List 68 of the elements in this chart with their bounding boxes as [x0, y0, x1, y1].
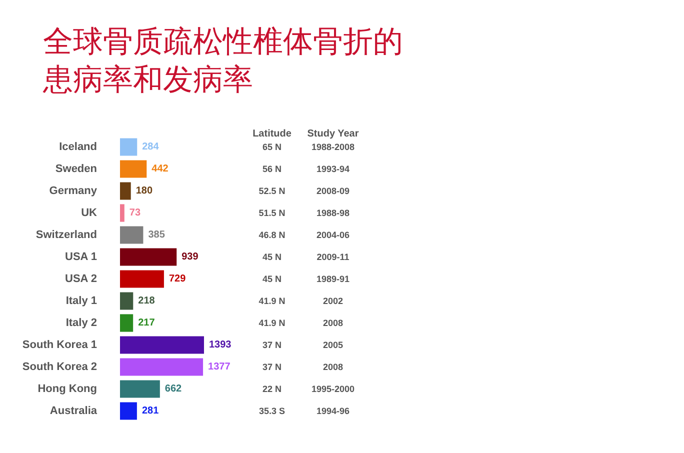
text: 1994-96 [316, 406, 350, 416]
text: 45 N [262, 274, 282, 284]
text: 65 N [262, 142, 282, 152]
y-tick-label: USA 2 [65, 273, 97, 285]
text: 2002 [322, 296, 344, 306]
text: 1993-94 [316, 164, 350, 174]
bar [120, 336, 204, 354]
data-label: 442 [152, 164, 169, 174]
data-label: 1393 [209, 340, 232, 350]
data-label: 218 [138, 296, 156, 306]
text: 2008 [322, 362, 344, 372]
y-tick-label: South Korea 2 [22, 361, 97, 373]
text: 2008 [322, 318, 344, 328]
text: 2004-06 [316, 230, 350, 240]
bar [120, 270, 164, 288]
bar [120, 292, 134, 310]
text: Latitude [252, 128, 292, 140]
y-tick-label: Sweden [55, 163, 98, 175]
data-label: 284 [142, 142, 160, 152]
text: 46.8 N [258, 230, 286, 240]
text: 52.5 N [258, 186, 286, 196]
data-label: 281 [142, 406, 160, 416]
y-tick-label: USA 1 [65, 251, 97, 263]
data-label: 385 [148, 230, 166, 240]
data-label: 73 [129, 208, 141, 218]
text: 1995-2000 [311, 384, 355, 394]
y-tick-label: Italy 2 [66, 317, 97, 329]
y-tick-label: Hong Kong [38, 383, 97, 395]
data-label: 217 [138, 318, 156, 328]
text: 41.9 N [258, 296, 286, 306]
text: 2005 [322, 340, 344, 350]
bar [120, 380, 160, 398]
y-tick-label: South Korea 1 [22, 339, 97, 351]
text: 45 N [262, 252, 282, 262]
text: 22 N [262, 384, 282, 394]
text: 41.9 N [258, 318, 286, 328]
text: 37 N [262, 340, 282, 350]
y-tick-label: UK [81, 207, 98, 219]
data-label: 1377 [208, 362, 231, 372]
y-tick-label: Iceland [59, 141, 97, 153]
y-tick-label: Australia [50, 405, 98, 417]
chart-title: 全球骨质疏松性椎体骨折的患病率和发病率 [42, 24, 403, 98]
text: 1988-2008 [311, 142, 355, 152]
text: 35.3 S [258, 406, 286, 416]
y-tick-label: Germany [49, 185, 98, 197]
bar [120, 138, 138, 156]
text: 2009-11 [316, 252, 350, 262]
bar [120, 204, 124, 222]
text: 37 N [262, 362, 282, 372]
data-label: 729 [168, 274, 186, 284]
bar [120, 248, 177, 266]
bar [120, 160, 147, 178]
text: 56 N [262, 164, 282, 174]
y-tick-label: Switzerland [36, 229, 97, 241]
y-tick-label: Italy 1 [66, 295, 97, 307]
bar [120, 358, 204, 376]
data-label: 662 [164, 384, 182, 394]
text: 1988-98 [316, 208, 350, 218]
bar [120, 226, 144, 244]
bar [120, 402, 137, 420]
data-label: 180 [136, 186, 153, 196]
text: 2008-09 [316, 186, 350, 196]
bar [120, 182, 131, 200]
text: 1989-91 [316, 274, 350, 284]
bar [120, 314, 134, 332]
text: Study Year [307, 128, 359, 140]
data-label: 939 [182, 252, 199, 262]
text: 51.5 N [258, 208, 286, 218]
